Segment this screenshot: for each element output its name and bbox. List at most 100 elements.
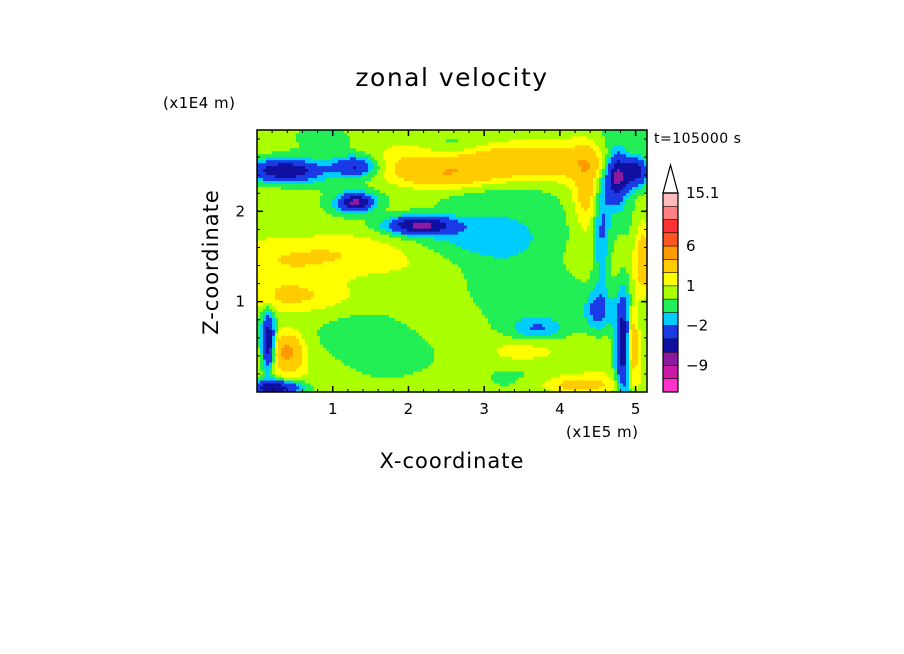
field-cell bbox=[323, 284, 327, 289]
field-cell bbox=[443, 338, 447, 342]
field-cell bbox=[341, 332, 345, 336]
field-cell bbox=[629, 335, 633, 339]
field-cell bbox=[380, 371, 384, 375]
field-cell bbox=[407, 317, 411, 321]
field-cell bbox=[407, 278, 411, 283]
field-cell bbox=[521, 302, 525, 307]
field-cell bbox=[458, 320, 462, 324]
field-cell bbox=[392, 341, 396, 345]
field-cell bbox=[533, 305, 537, 310]
field-cell bbox=[551, 371, 555, 375]
field-cell bbox=[284, 314, 288, 318]
field-cell bbox=[533, 359, 537, 363]
field-cell bbox=[461, 296, 465, 301]
field-cell bbox=[542, 293, 546, 298]
field-cell bbox=[629, 323, 633, 327]
field-cell bbox=[593, 389, 597, 393]
field-cell bbox=[362, 383, 366, 387]
field-cell bbox=[275, 290, 279, 295]
field-cell bbox=[551, 290, 555, 295]
field-cell bbox=[578, 329, 582, 333]
field-cell bbox=[515, 344, 519, 348]
field-cell bbox=[476, 299, 480, 304]
field-cell bbox=[644, 353, 648, 357]
field-cell bbox=[452, 386, 456, 390]
field-cell bbox=[449, 350, 453, 354]
field-cell bbox=[377, 353, 381, 357]
field-cell bbox=[353, 323, 357, 327]
field-cell bbox=[608, 308, 612, 313]
field-cell bbox=[452, 353, 456, 357]
field-cell bbox=[458, 281, 462, 286]
field-cell bbox=[323, 290, 327, 295]
field-cell bbox=[530, 362, 534, 366]
field-cell bbox=[317, 293, 321, 298]
field-cell bbox=[557, 308, 561, 313]
field-cell bbox=[371, 278, 375, 283]
field-cell bbox=[530, 338, 534, 342]
field-cell bbox=[287, 350, 291, 354]
field-cell bbox=[557, 344, 561, 348]
field-cell bbox=[545, 386, 549, 390]
field-cell bbox=[281, 302, 285, 307]
field-cell bbox=[572, 338, 576, 342]
field-cell bbox=[320, 341, 324, 345]
field-cell bbox=[305, 359, 309, 363]
field-cell bbox=[482, 326, 486, 330]
field-cell bbox=[569, 314, 573, 318]
field-cell bbox=[317, 314, 321, 318]
field-cell bbox=[578, 386, 582, 390]
field-cell bbox=[266, 356, 270, 360]
field-cell bbox=[635, 308, 639, 313]
field-cell bbox=[413, 374, 417, 378]
field-cell bbox=[308, 374, 312, 378]
field-cell bbox=[428, 299, 432, 304]
field-cell bbox=[539, 335, 543, 339]
field-cell bbox=[338, 341, 342, 345]
field-cell bbox=[530, 299, 534, 304]
field-cell bbox=[428, 287, 432, 292]
field-cell bbox=[311, 383, 315, 387]
field-cell bbox=[593, 353, 597, 357]
field-cell bbox=[323, 389, 327, 393]
field-cell bbox=[287, 281, 291, 286]
field-cell bbox=[422, 368, 426, 372]
field-cell bbox=[611, 371, 615, 375]
field-cell bbox=[587, 284, 591, 289]
field-cell bbox=[530, 326, 534, 330]
field-cell bbox=[524, 302, 528, 307]
field-cell bbox=[494, 338, 498, 342]
field-cell bbox=[434, 317, 438, 321]
field-cell bbox=[551, 293, 555, 298]
field-cell bbox=[632, 308, 636, 313]
field-cell bbox=[365, 296, 369, 301]
field-cell bbox=[500, 335, 504, 339]
field-cell bbox=[260, 320, 264, 324]
field-cell bbox=[533, 278, 537, 283]
field-cell bbox=[602, 365, 606, 369]
field-cell bbox=[383, 323, 387, 327]
field-cell bbox=[560, 314, 564, 318]
field-cell bbox=[437, 317, 441, 321]
field-cell bbox=[398, 296, 402, 301]
field-cell bbox=[500, 350, 504, 354]
field-cell bbox=[368, 344, 372, 348]
field-cell bbox=[344, 311, 348, 315]
field-cell bbox=[458, 290, 462, 295]
field-cell bbox=[392, 371, 396, 375]
field-cell bbox=[407, 338, 411, 342]
field-cell bbox=[266, 368, 270, 372]
field-cell bbox=[443, 302, 447, 307]
field-cell bbox=[275, 347, 279, 351]
field-cell bbox=[440, 341, 444, 345]
field-cell bbox=[560, 365, 564, 369]
field-cell bbox=[266, 332, 270, 336]
field-cell bbox=[317, 362, 321, 366]
field-cell bbox=[362, 278, 366, 283]
field-cell bbox=[629, 287, 633, 292]
field-cell bbox=[299, 299, 303, 304]
field-cell bbox=[389, 308, 393, 313]
field-cell bbox=[485, 347, 489, 351]
field-cell bbox=[314, 368, 318, 372]
field-cell bbox=[629, 359, 633, 363]
